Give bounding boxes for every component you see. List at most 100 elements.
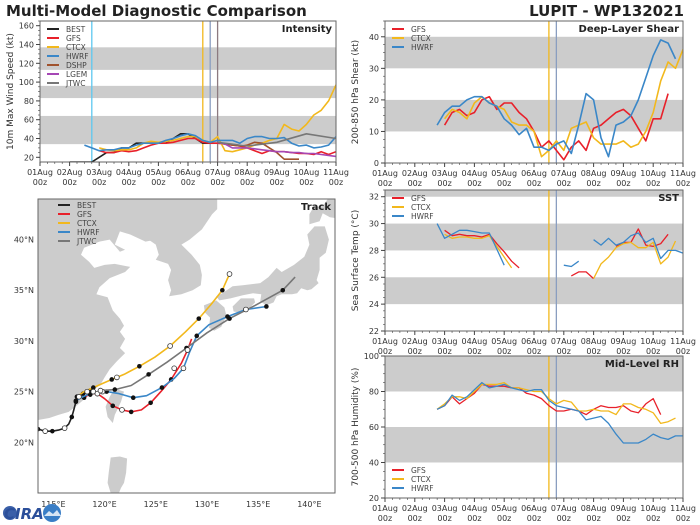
land-shikoku (232, 298, 256, 313)
land-china (38, 199, 218, 420)
land-hokkaido (309, 199, 335, 225)
track-marker-open (171, 365, 178, 372)
x-tick-label: 11Aug (670, 169, 696, 178)
legend-label: GFS (411, 25, 426, 34)
track-marker-filled (110, 403, 116, 409)
x-tick-sublabel: 00z (329, 178, 343, 187)
legend-label: DSHP (66, 61, 87, 70)
track-marker-open (167, 343, 173, 349)
x-tick-sublabel: 00z (92, 178, 106, 187)
series-line-gfs (436, 383, 662, 416)
legend-item-dshp: DSHP (47, 61, 87, 70)
lon-tick-label: 140°E (297, 500, 321, 509)
legend-label: HWRF (66, 52, 89, 61)
lon-tick-label: 125°E (144, 500, 168, 509)
series-line-ctcx (444, 233, 513, 269)
x-tick-sublabel: 00z (408, 347, 422, 356)
legend-label: GFS (66, 34, 81, 43)
lon-tick-label: 120°E (92, 500, 116, 509)
legend-item-lgem: LGEM (47, 70, 87, 79)
x-tick-label: 02Aug (402, 169, 428, 178)
land-korea (148, 214, 213, 297)
x-tick-sublabel: 00z (527, 514, 541, 523)
series-line-hwrf (84, 133, 336, 152)
x-tick-label: 10Aug (293, 168, 319, 177)
legend-label: GFS (411, 466, 426, 475)
track-marker-filled (112, 387, 118, 392)
y-axis-label: Sea Surface Temp (°C) (351, 210, 361, 311)
series-line-dshp (217, 141, 299, 160)
x-tick-sublabel: 00z (497, 514, 511, 523)
plot-area (436, 356, 683, 498)
y-tick-label: 60 (369, 423, 379, 432)
plot-area (436, 190, 683, 331)
cira-cloud-icon (43, 504, 61, 522)
panel-title: Intensity (282, 24, 333, 35)
legend-item-jtwc: JTWC (47, 79, 85, 88)
x-tick-label: 06Aug (521, 169, 547, 178)
x-tick-sublabel: 00z (557, 347, 571, 356)
x-tick-label: 07Aug (551, 504, 577, 513)
x-tick-sublabel: 00z (151, 178, 165, 187)
x-tick-sublabel: 00z (378, 514, 392, 523)
legend-item-ctcx: CTCX (392, 34, 431, 43)
legend-label: CTCX (411, 475, 431, 484)
panel-title: Deep-Layer Shear (579, 24, 680, 35)
x-tick-sublabel: 00z (270, 178, 284, 187)
plot-area (69, 21, 336, 162)
storm-title: LUPIT - WP132021 (529, 2, 684, 20)
x-tick-sublabel: 00z (527, 347, 541, 356)
y-tick-label: 22 (369, 327, 379, 336)
legend-label: BEST (77, 201, 97, 210)
series-line-hwrf (593, 232, 683, 260)
plot-area (436, 21, 683, 163)
series-line-hwrf (436, 39, 677, 158)
track-marker-open (76, 393, 82, 400)
cira-globe-icon (3, 506, 17, 520)
track-marker-open (114, 374, 120, 381)
lat-tick-label: 30°N (14, 337, 34, 346)
track-marker-filled (91, 385, 96, 390)
shaded-band (385, 277, 683, 305)
y-tick-label: 40 (369, 459, 379, 468)
track-marker-open (61, 425, 68, 431)
panel-title: Track (301, 202, 331, 213)
legend-item-gfs: GFS (58, 210, 92, 219)
y-tick-label: 20 (369, 96, 379, 105)
x-tick-label: 09Aug (610, 169, 636, 178)
y-tick-label: 160 (19, 22, 34, 31)
track-marker-filled (69, 414, 75, 420)
x-tick-sublabel: 00z (676, 179, 690, 188)
cira-mountain-icon (44, 510, 61, 516)
track-marker-open (243, 306, 249, 313)
track-marker-filled (194, 333, 200, 339)
x-tick-label: 02Aug (57, 168, 83, 177)
legend-item-gfs: GFS (47, 34, 81, 43)
x-tick-sublabel: 00z (497, 347, 511, 356)
x-tick-sublabel: 00z (497, 179, 511, 188)
track-marker-filled (196, 316, 202, 321)
shear-panel: 01020304001Aug00z02Aug00z03Aug00z04Aug00… (351, 20, 696, 188)
legend-label: JTWC (76, 237, 96, 246)
cira-logo: CIRA (3, 504, 61, 523)
x-tick-label: 10Aug (640, 504, 666, 513)
legend-item-hwrf: HWRF (58, 228, 100, 237)
legend-label: GFS (77, 210, 92, 219)
x-tick-label: 02Aug (402, 504, 428, 513)
x-tick-sublabel: 00z (586, 514, 600, 523)
shaded-band (385, 223, 683, 251)
sst-panel: 22242628303201Aug00z02Aug00z03Aug00z04Au… (351, 189, 696, 356)
x-tick-sublabel: 00z (378, 347, 392, 356)
x-tick-label: 07Aug (551, 169, 577, 178)
series-line-hwrf (436, 381, 683, 444)
x-tick-label: 11Aug (670, 504, 696, 513)
x-tick-label: 08Aug (581, 337, 607, 346)
x-tick-label: 03Aug (432, 337, 458, 346)
x-tick-label: 10Aug (640, 169, 666, 178)
x-tick-label: 05Aug (491, 504, 517, 513)
legend-item-ctcx: CTCX (47, 43, 86, 52)
track-marker-filled (264, 304, 269, 309)
y-tick-label: 80 (369, 388, 379, 397)
shaded-band (385, 427, 683, 463)
